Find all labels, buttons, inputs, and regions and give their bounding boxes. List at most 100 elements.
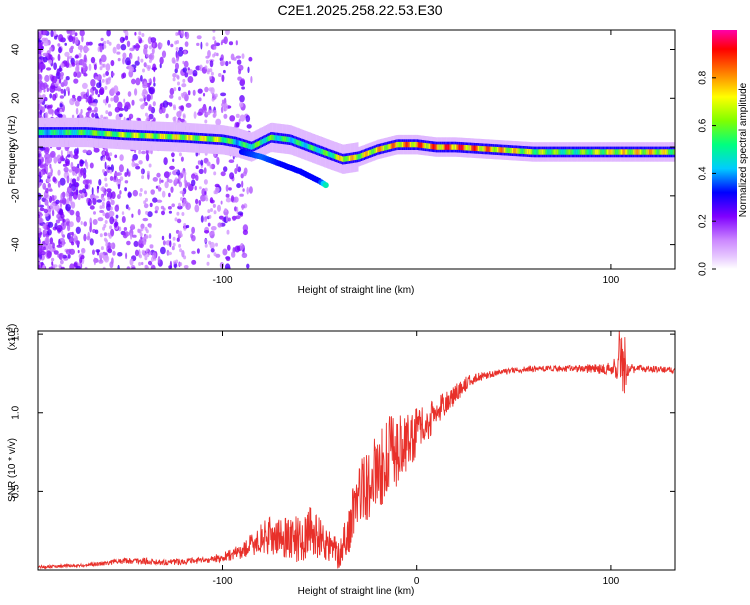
ridge-core xyxy=(170,134,173,140)
noise-blob xyxy=(236,183,242,189)
ridge-core xyxy=(611,149,613,155)
noise-blob xyxy=(149,244,154,249)
ridge-core xyxy=(367,150,370,156)
ridge-core xyxy=(283,136,286,142)
noise-blob xyxy=(66,30,71,35)
noise-blob xyxy=(102,266,106,269)
noise-blob xyxy=(76,214,81,223)
noise-blob xyxy=(108,157,111,162)
noise-blob xyxy=(183,171,187,176)
spectrogram-ticks: -100 100 40 20 0 -20 -40 xyxy=(11,30,675,286)
noise-blob xyxy=(223,166,228,173)
noise-blob xyxy=(66,86,70,92)
noise-blob xyxy=(103,44,107,49)
noise-blob xyxy=(180,105,185,112)
noise-blob xyxy=(110,199,115,206)
noise-blob xyxy=(236,206,239,215)
noise-blob xyxy=(134,249,139,257)
ridge-core xyxy=(64,129,67,136)
ridge-core xyxy=(256,141,258,148)
ridge-core xyxy=(475,145,477,151)
ridge-core xyxy=(260,139,262,146)
noise-blob xyxy=(168,192,171,198)
ridge-core xyxy=(405,141,408,148)
ridge-core xyxy=(305,142,307,149)
ridge-core xyxy=(163,133,166,140)
noise-blob xyxy=(102,169,105,173)
ridge-core xyxy=(533,149,536,155)
noise-blob xyxy=(93,257,96,266)
noise-blob xyxy=(148,251,152,256)
noise-blob xyxy=(225,214,229,223)
noise-blob xyxy=(45,84,49,88)
ridge-core xyxy=(68,129,71,136)
ridge-core xyxy=(496,147,499,153)
noise-blob xyxy=(105,110,109,115)
ridge-core xyxy=(428,143,431,149)
ridge-core xyxy=(365,151,367,157)
noise-blob xyxy=(187,90,191,96)
ridge-core xyxy=(271,134,273,141)
noise-blob xyxy=(44,97,48,102)
noise-blob xyxy=(52,30,57,38)
noise-blob xyxy=(228,61,231,65)
noise-blob xyxy=(145,210,149,215)
ridge-core xyxy=(658,149,661,155)
noise-blob xyxy=(193,111,197,119)
noise-blob xyxy=(54,204,60,212)
noise-blob xyxy=(100,246,104,251)
noise-blob xyxy=(76,176,80,182)
noise-blob xyxy=(220,54,224,62)
noise-blob xyxy=(62,218,66,223)
ridge-core xyxy=(226,137,228,144)
noise-blob xyxy=(165,113,169,119)
ridge-core xyxy=(453,144,455,150)
noise-blob xyxy=(138,160,143,165)
noise-blob xyxy=(215,242,218,247)
ridge-core xyxy=(646,149,648,155)
noise-blob xyxy=(39,146,46,151)
noise-blob xyxy=(138,261,142,266)
ridge-core xyxy=(80,129,83,136)
ridge-core xyxy=(622,149,624,155)
noise-blob xyxy=(122,57,125,65)
noise-blob xyxy=(38,95,41,101)
noise-blob xyxy=(195,165,199,170)
noise-blob xyxy=(204,243,208,248)
noise-blob xyxy=(225,197,232,203)
noise-blob xyxy=(187,67,190,71)
noise-blob xyxy=(130,232,133,240)
ridge-core xyxy=(515,148,518,154)
noise-blob xyxy=(123,227,128,231)
noise-blob xyxy=(63,166,69,173)
ridge-core xyxy=(540,149,542,155)
noise-blob xyxy=(83,47,90,52)
noise-blob xyxy=(65,204,71,212)
ridge-core xyxy=(370,149,373,155)
ridge-core xyxy=(471,145,473,151)
ridge-core xyxy=(433,144,435,150)
ridge-core xyxy=(167,134,170,140)
ridge-core xyxy=(607,149,609,155)
ridge-core xyxy=(360,153,363,159)
noise-blob xyxy=(225,184,229,192)
noise-blob xyxy=(131,99,135,106)
noise-blob xyxy=(175,259,179,264)
ridge-core xyxy=(44,129,46,136)
noise-blob xyxy=(85,41,90,46)
noise-blob xyxy=(97,94,101,98)
noise-blob xyxy=(52,176,56,183)
ridge-core xyxy=(48,129,50,136)
ridge-core xyxy=(627,149,629,155)
ridge-core xyxy=(510,147,513,154)
ridge-core xyxy=(605,149,608,155)
noise-blob xyxy=(231,251,236,258)
ridge-core xyxy=(651,149,654,155)
ridge-core xyxy=(589,149,591,155)
noise-blob xyxy=(139,188,143,192)
ridge-core xyxy=(339,155,341,161)
ridge-core xyxy=(197,135,200,141)
noise-blob xyxy=(71,178,77,184)
ridge-core xyxy=(227,138,230,144)
ridge-core xyxy=(502,147,504,153)
